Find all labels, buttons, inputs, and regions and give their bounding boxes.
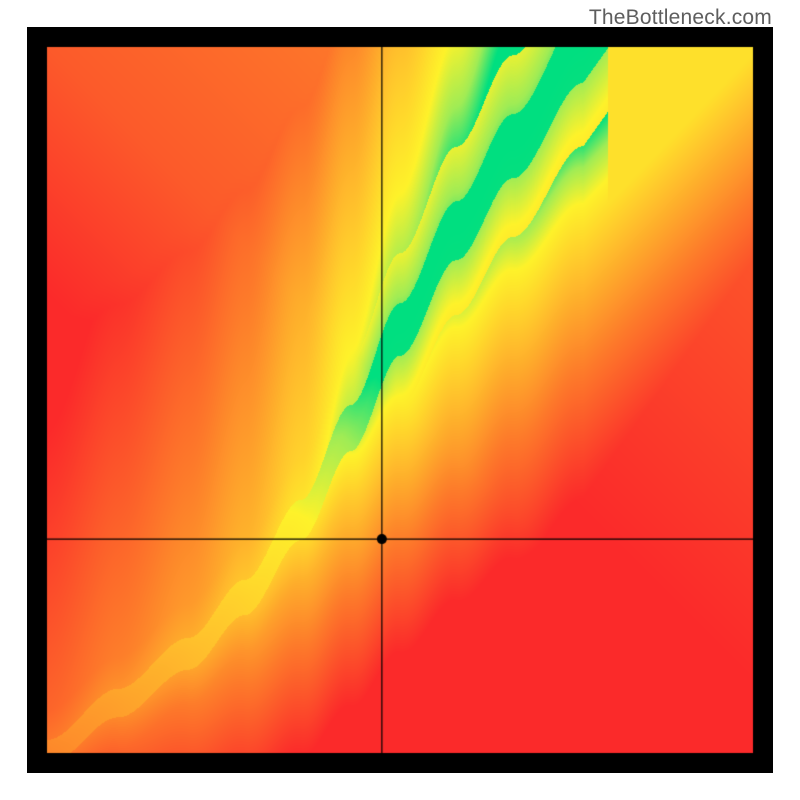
- watermark-text: TheBottleneck.com: [589, 6, 772, 30]
- bottleneck-heatmap: [27, 27, 773, 773]
- heatmap-canvas: [27, 27, 773, 773]
